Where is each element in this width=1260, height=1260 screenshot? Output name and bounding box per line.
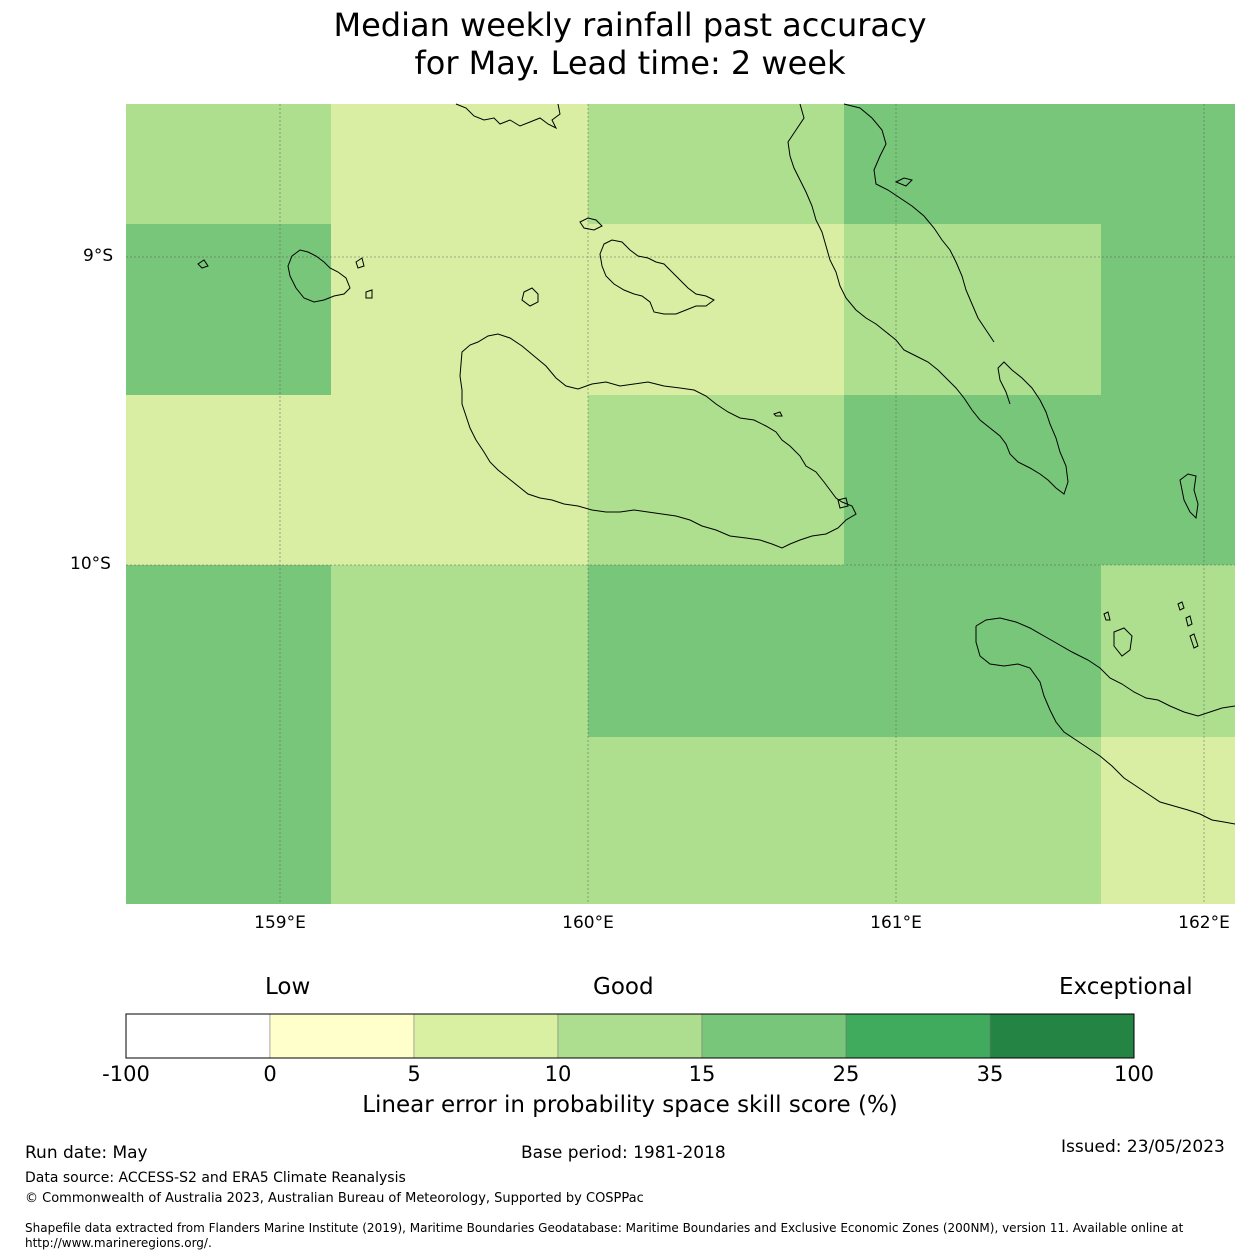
guadalcanal-coastline	[459, 333, 857, 549]
colorbar-segment	[989, 1013, 1135, 1059]
island-small-coastline	[1113, 627, 1133, 657]
grid-cell	[588, 395, 844, 565]
russell-islands-coastline	[287, 249, 351, 303]
grid-cell	[126, 104, 331, 224]
lon-label-162e: 162°E	[1178, 913, 1230, 933]
chart-title: Median weekly rainfall past accuracy for…	[0, 6, 1260, 82]
lon-label-160e: 160°E	[562, 913, 614, 933]
island-small-coastline	[1185, 615, 1193, 627]
grid-cell	[331, 224, 844, 395]
colorbar-segment	[413, 1013, 559, 1059]
colorbar-category-exceptional: Exceptional	[1059, 974, 1193, 1000]
base-period: Base period: 1981-2018	[521, 1143, 726, 1163]
copyright: © Commonwealth of Australia 2023, Austra…	[25, 1191, 644, 1206]
lon-label-161e: 161°E	[870, 913, 922, 933]
island-small-coastline	[1177, 601, 1185, 611]
makira-south-coastline	[975, 626, 1236, 825]
colorbar-category-low: Low	[265, 974, 311, 1000]
colorbar-tick-label: 15	[688, 1062, 716, 1086]
grid-cell	[331, 565, 588, 904]
data-source: Data source: ACCESS-S2 and ERA5 Climate …	[25, 1170, 406, 1186]
santa-isabel-coastline	[455, 103, 561, 130]
grid-cell	[126, 395, 588, 565]
grid-cell	[588, 565, 1101, 737]
colorbar-outline	[125, 1013, 1135, 1059]
colorbar-segment	[557, 1013, 703, 1059]
grid-cell	[844, 224, 1101, 395]
colorbar-tick-label: 25	[832, 1062, 860, 1086]
lat-label-10s: 10°S	[70, 554, 111, 574]
colorbar-segment	[125, 1013, 271, 1059]
title-line-1: Median weekly rainfall past accuracy	[333, 6, 927, 44]
colorbar-tick-label: 5	[407, 1062, 421, 1086]
makira-coastline	[975, 617, 1236, 717]
grid-cell	[331, 104, 588, 224]
island-small-coastline	[579, 217, 603, 231]
island-small-coastline	[197, 259, 209, 269]
island-small-coastline	[1189, 633, 1199, 649]
malaita-coastline	[787, 103, 1069, 495]
colorbar-tick-label: -100	[102, 1062, 150, 1086]
run-date: Run date: May	[25, 1143, 148, 1163]
small-malaita-coastline	[1179, 473, 1199, 520]
issued-date: Issued: 23/05/2023	[1061, 1137, 1225, 1157]
lon-label-159e: 159°E	[254, 913, 306, 933]
malaita-north-coastline	[843, 103, 995, 343]
shapefile-credit-line-1: Shapefile data extracted from Flanders M…	[25, 1221, 1184, 1235]
colorbar-tick-label: 100	[1113, 1062, 1155, 1086]
lat-label-9s: 9°S	[83, 246, 114, 266]
title-line-2: for May. Lead time: 2 week	[414, 44, 846, 82]
skill-grid	[126, 104, 1235, 904]
colorbar-tick-label: 35	[976, 1062, 1004, 1086]
coastlines	[197, 103, 1236, 825]
grid-cell	[844, 104, 1235, 224]
grid-cell	[1101, 224, 1235, 395]
colorbar-tick-label: 10	[544, 1062, 572, 1086]
shapefile-credit-line-2: http://www.marineregions.org/.	[25, 1236, 212, 1250]
grid-cell	[588, 104, 844, 224]
grid-cell	[126, 565, 331, 904]
florida-islands-coastline	[599, 239, 715, 315]
colorbar-segment	[701, 1013, 847, 1059]
colorbar-segment	[845, 1013, 991, 1059]
island-small-coastline	[837, 497, 849, 509]
grid-cell	[844, 395, 1235, 565]
grid-cell	[1101, 565, 1235, 737]
island-small-coastline	[894, 177, 913, 187]
graticule	[126, 104, 1235, 904]
island-small-coastline	[521, 287, 539, 307]
island-small-coastline	[355, 257, 365, 269]
island-small-coastline	[773, 411, 783, 417]
colorbar-tick-label: 0	[263, 1062, 277, 1086]
grid-cell	[588, 737, 1101, 904]
colorbar	[125, 1013, 1135, 1059]
island-small-coastline	[365, 289, 373, 299]
colorbar-title: Linear error in probability space skill …	[362, 1092, 898, 1118]
colorbar-segment	[269, 1013, 415, 1059]
island-small-coastline	[1103, 611, 1111, 621]
colorbar-category-good: Good	[593, 974, 654, 1000]
